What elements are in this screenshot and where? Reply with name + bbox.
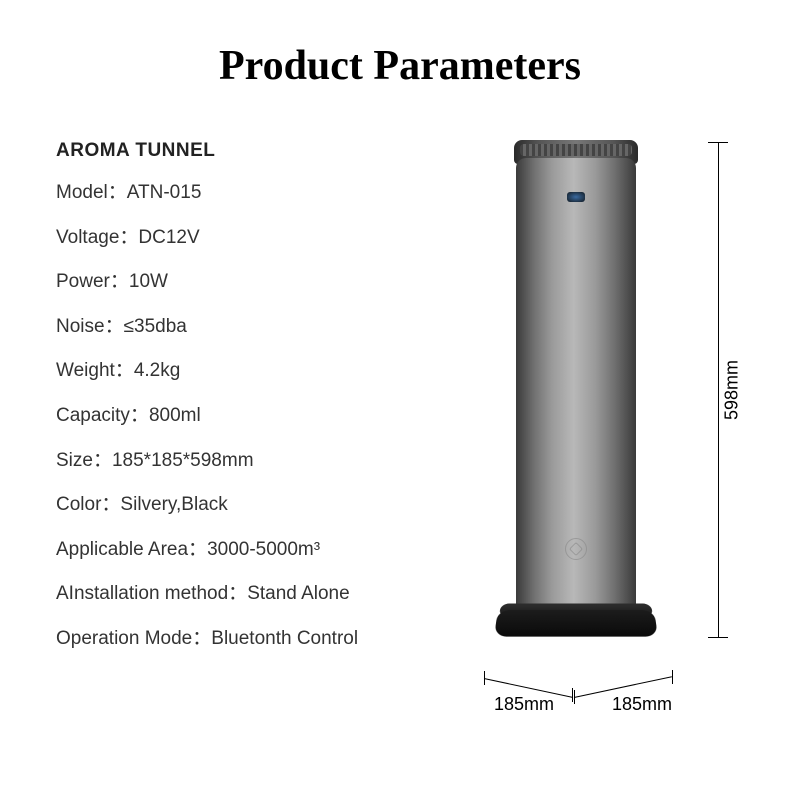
spec-value: Stand Alone	[247, 583, 349, 604]
dimension-line-icon	[718, 142, 719, 638]
tower-base	[494, 610, 658, 637]
spec-row: Voltage：DC12V	[56, 225, 426, 252]
spec-label: Noise	[56, 316, 105, 337]
spec-label: Applicable Area	[56, 539, 188, 560]
dimension-cap-icon	[572, 688, 573, 702]
product-illustration: 598mm 185mm 185mm	[426, 120, 760, 720]
spec-value: Silvery,Black	[120, 494, 227, 515]
product-name: AROMA TUNNEL	[56, 140, 426, 162]
spec-row: Model：ATN-015	[56, 180, 426, 207]
spec-row: Color：Silvery,Black	[56, 492, 426, 519]
spec-row: Power：10W	[56, 269, 426, 296]
spec-value: Bluetonth Control	[211, 628, 358, 649]
spec-value: 3000-5000m³	[207, 539, 320, 560]
product-tower	[496, 140, 656, 640]
dimension-depth-label: 185mm	[494, 694, 554, 715]
spec-label: Weight	[56, 360, 115, 381]
spec-row: Operation Mode：Bluetonth Control	[56, 626, 426, 653]
dimension-height-label: 598mm	[722, 360, 743, 420]
spec-label: Power	[56, 271, 110, 292]
tower-logo-icon	[565, 538, 587, 560]
spec-value: ATN-015	[127, 182, 202, 203]
spec-value: DC12V	[138, 227, 199, 248]
spec-value: 800ml	[149, 405, 201, 426]
spec-label: Voltage	[56, 227, 119, 248]
spec-value: ≤35dba	[124, 316, 187, 337]
dimension-height: 598mm	[708, 142, 728, 638]
spec-label: Color	[56, 494, 101, 515]
tower-body	[516, 158, 636, 610]
spec-row: Noise：≤35dba	[56, 314, 426, 341]
spec-row: Weight：4.2kg	[56, 358, 426, 385]
spec-row: Size：185*185*598mm	[56, 448, 426, 475]
spec-row: Capacity：800ml	[56, 403, 426, 430]
spec-list: AROMA TUNNEL Model：ATN-015 Voltage：DC12V…	[56, 120, 426, 720]
spec-label: Capacity	[56, 405, 130, 426]
spec-value: 4.2kg	[134, 360, 180, 381]
spec-value: 185*185*598mm	[112, 450, 254, 471]
dimension-cap-icon	[672, 670, 673, 684]
spec-label: Model	[56, 182, 108, 203]
spec-label: Size	[56, 450, 93, 471]
spec-label: Operation Mode	[56, 628, 192, 649]
tower-display-icon	[567, 192, 585, 202]
spec-row: Applicable Area：3000-5000m³	[56, 537, 426, 564]
page-title: Product Parameters	[0, 0, 800, 90]
spec-label: AInstallation method	[56, 583, 228, 604]
dimension-cap-icon	[708, 637, 728, 638]
dimension-base: 185mm 185mm	[484, 668, 724, 708]
spec-row: AInstallation method：Stand Alone	[56, 581, 426, 608]
dimension-width-label: 185mm	[612, 694, 672, 715]
spec-value: 10W	[129, 271, 168, 292]
content-row: AROMA TUNNEL Model：ATN-015 Voltage：DC12V…	[0, 90, 800, 720]
